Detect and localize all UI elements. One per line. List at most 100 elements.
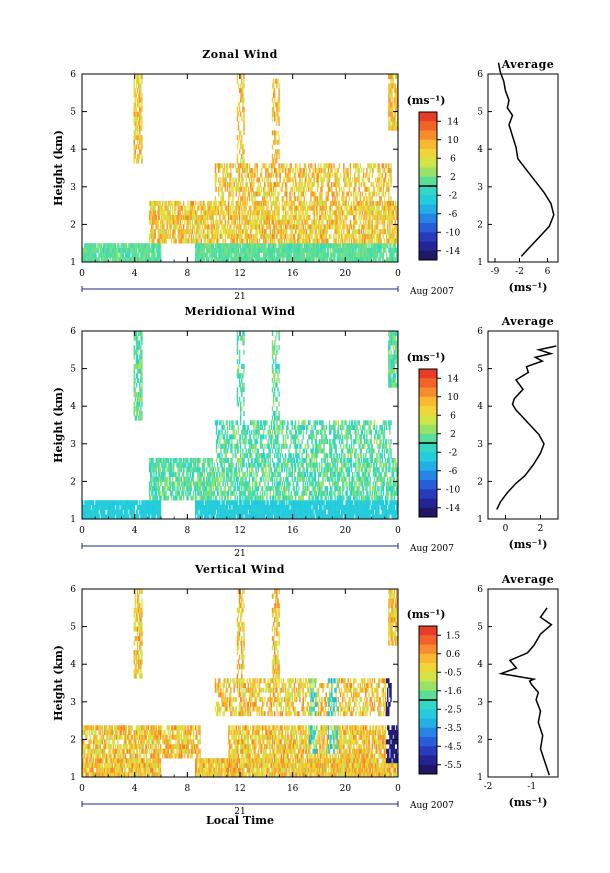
heatmap-cell bbox=[243, 238, 245, 244]
heatmap-cell bbox=[117, 504, 119, 510]
heatmap-cell bbox=[327, 252, 330, 258]
heatmap-cell bbox=[275, 224, 277, 230]
heatmap-cell bbox=[158, 215, 161, 220]
heatmap-cell bbox=[243, 106, 245, 112]
heatmap-cell bbox=[232, 500, 234, 506]
heatmap-cell bbox=[209, 200, 211, 206]
heatmap-cell bbox=[280, 247, 282, 253]
heatmap-cell bbox=[150, 509, 152, 515]
heatmap-cell bbox=[258, 229, 261, 235]
heatmap-cell bbox=[134, 415, 137, 421]
zonal-timeline: 21 bbox=[81, 286, 399, 302]
heatmap-cell bbox=[323, 205, 325, 211]
heatmap-cell bbox=[219, 257, 221, 263]
heatmap-cell bbox=[380, 247, 382, 253]
heatmap-cell bbox=[137, 97, 140, 103]
heatmap-cell bbox=[247, 191, 250, 197]
heatmap-cell bbox=[269, 257, 272, 263]
heatmap-cell bbox=[343, 252, 345, 258]
heatmap-cell bbox=[243, 252, 245, 258]
heatmap-cell bbox=[383, 200, 386, 206]
heatmap-cell bbox=[235, 443, 238, 449]
heatmap-cell bbox=[171, 205, 174, 211]
heatmap-cell bbox=[241, 481, 243, 487]
heatmap-cell bbox=[158, 467, 161, 473]
heatmap-cell bbox=[258, 252, 261, 258]
heatmap-cell bbox=[235, 420, 238, 426]
heatmap-cell bbox=[241, 233, 243, 239]
heatmap-cell bbox=[102, 247, 105, 253]
heatmap-cell bbox=[385, 200, 388, 206]
heatmap-cell bbox=[302, 252, 304, 258]
heatmap-cell bbox=[324, 172, 326, 178]
heatmap-cell bbox=[257, 177, 259, 183]
heatmap-cell bbox=[219, 500, 221, 506]
heatmap-cell bbox=[289, 247, 291, 253]
heatmap-cell bbox=[158, 500, 161, 506]
heatmap-cell bbox=[269, 229, 272, 235]
heatmap-cell bbox=[261, 233, 264, 239]
heatmap-cell bbox=[86, 252, 88, 258]
heatmap-cell bbox=[326, 191, 329, 197]
heatmap-cell bbox=[150, 200, 152, 206]
heatmap-cell bbox=[148, 257, 151, 263]
heatmap-cell bbox=[358, 238, 360, 244]
colorbar-segment bbox=[419, 213, 437, 224]
heatmap-cell bbox=[233, 500, 235, 506]
heatmap-cell bbox=[227, 490, 230, 496]
heatmap-cell bbox=[395, 233, 398, 239]
heatmap-cell bbox=[158, 457, 161, 463]
heatmap-cell bbox=[213, 476, 216, 482]
heatmap-cell bbox=[394, 97, 397, 103]
heatmap-cell bbox=[322, 219, 324, 225]
heatmap-cell bbox=[245, 243, 247, 249]
heatmap-cell bbox=[316, 233, 319, 239]
heatmap-cell bbox=[315, 168, 318, 173]
heatmap-cell bbox=[139, 130, 141, 136]
heatmap-cell bbox=[257, 205, 259, 211]
heatmap-cell bbox=[379, 200, 381, 206]
heatmap-cell bbox=[137, 135, 140, 141]
heatmap-cell bbox=[244, 495, 246, 501]
heatmap-cell bbox=[148, 233, 151, 239]
heatmap-cell bbox=[84, 509, 86, 515]
heatmap-cell bbox=[241, 116, 243, 122]
heatmap-cell bbox=[84, 514, 86, 520]
heatmap-cell bbox=[187, 229, 189, 235]
heatmap-cell bbox=[150, 210, 152, 216]
heatmap-cell bbox=[387, 205, 389, 211]
heatmap-cell bbox=[223, 514, 225, 520]
heatmap-cell bbox=[221, 233, 223, 239]
heatmap-cell bbox=[394, 224, 397, 230]
heatmap-cell bbox=[133, 252, 135, 258]
heatmap-cell bbox=[201, 486, 203, 492]
heatmap-cell bbox=[357, 247, 359, 253]
heatmap-cell bbox=[255, 243, 257, 249]
heatmap-cell bbox=[135, 354, 138, 360]
heatmap-cell bbox=[140, 354, 142, 360]
heatmap-cell bbox=[140, 116, 142, 122]
heatmap-cell bbox=[212, 247, 214, 253]
heatmap-cell bbox=[345, 252, 347, 258]
heatmap-cell bbox=[224, 504, 227, 510]
heatmap-cell bbox=[301, 205, 303, 211]
heatmap-cell bbox=[126, 252, 129, 258]
heatmap-cell bbox=[113, 247, 116, 253]
heatmap-cell bbox=[185, 215, 187, 220]
heatmap-cell bbox=[140, 111, 142, 117]
heatmap-cell bbox=[372, 200, 375, 206]
heatmap-cell bbox=[241, 238, 243, 244]
heatmap-cell bbox=[85, 514, 87, 520]
heatmap-cell bbox=[333, 247, 335, 253]
heatmap-cell bbox=[349, 177, 352, 183]
heatmap-cell bbox=[158, 229, 161, 235]
heatmap-cell bbox=[136, 406, 139, 412]
heatmap-cell bbox=[226, 434, 229, 440]
heatmap-cell bbox=[237, 504, 240, 510]
heatmap-cell bbox=[234, 486, 236, 492]
heatmap-cell bbox=[395, 238, 398, 244]
heatmap-cell bbox=[233, 224, 235, 230]
heatmap-cell bbox=[258, 238, 261, 244]
heatmap-cell bbox=[287, 257, 289, 263]
heatmap-cell bbox=[241, 490, 243, 496]
